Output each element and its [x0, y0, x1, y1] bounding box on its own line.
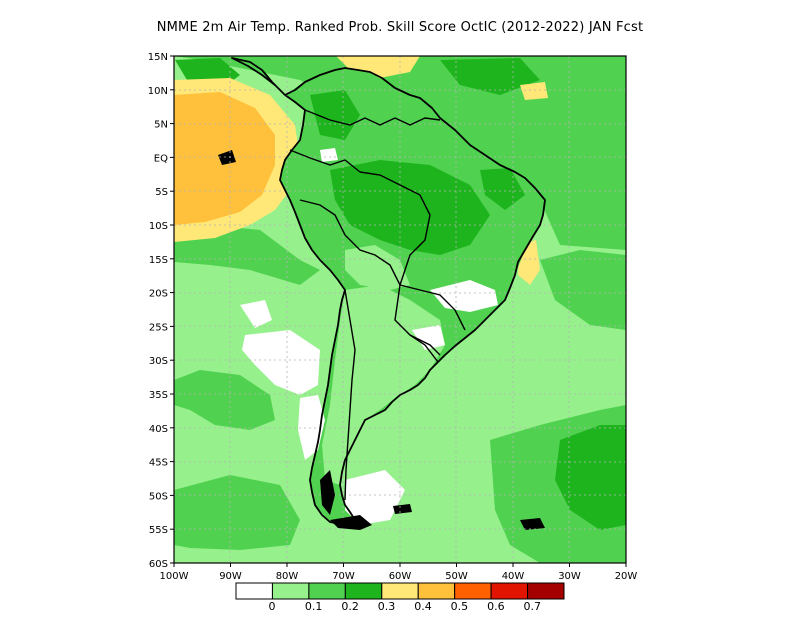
lat-tick-label: 45S: [149, 458, 168, 469]
white-patch-patagonia: [345, 470, 405, 525]
lat-tick-label: 15N: [148, 52, 168, 63]
colorbar-label: 0.4: [414, 600, 432, 613]
longitude-axis: 100W 90W 80W 70W 60W 50W 40W 30W 20W: [160, 563, 638, 582]
country-borders: [289, 109, 466, 501]
chile-fjords: [320, 470, 335, 515]
south-georgia-speck: [520, 518, 545, 530]
white-patch-paraguay: [430, 280, 498, 312]
lat-tick-label: 30S: [149, 356, 168, 367]
lat-tick-label: 50S: [149, 491, 168, 502]
colorbar-label: 0.1: [304, 600, 323, 613]
lon-tick-label: 100W: [160, 571, 189, 582]
colorbar-swatch: [417, 582, 456, 600]
lon-tick-label: 30W: [558, 571, 581, 582]
ocean-medium-atlantic-east: [540, 250, 626, 330]
colorbar-swatch: [490, 582, 529, 600]
white-patch-uruguay: [412, 325, 445, 350]
ocean-medium-pacific-subtropic: [174, 225, 320, 285]
colorbar-label: 0.7: [523, 600, 542, 613]
colorbar-label: 0: [268, 600, 276, 613]
bolivia-light-region: [345, 245, 410, 290]
white-patch-pacific-small: [240, 300, 272, 328]
northeast-brazil-dark-region: [480, 168, 525, 210]
south-america-coastline: [231, 57, 546, 526]
lon-tick-label: 80W: [276, 571, 299, 582]
lon-tick-label: 60W: [389, 571, 412, 582]
lat-tick-label: 35S: [149, 390, 168, 401]
lon-tick-label: 20W: [615, 571, 638, 582]
lat-tick-label: 10S: [149, 221, 168, 232]
colorbar-label: 0.5: [450, 600, 469, 613]
falklands-islands: [393, 504, 412, 514]
ocean-medium-southeast-pacific: [174, 370, 275, 430]
lon-tick-label: 90W: [219, 571, 242, 582]
lat-tick-label: 15S: [149, 255, 168, 266]
colorbar-label: 0.3: [377, 600, 396, 613]
colorbar-swatch: [271, 582, 310, 600]
lat-tick-label: 55S: [149, 525, 168, 536]
lat-tick-label: 60S: [149, 559, 168, 570]
colorbar-swatch: [381, 582, 419, 600]
latitude-axis: 15N 10N 5N EQ 5S 10S 15S 20S 25S 30S 35S 40S 45S 50S 5…: [148, 52, 174, 570]
lat-tick-label: EQ: [154, 153, 168, 164]
ocean-dark-caribbean: [440, 58, 540, 95]
tierra-del-fuego: [330, 515, 372, 530]
colorbar-swatch: [527, 582, 565, 600]
lat-tick-label: 25S: [149, 322, 168, 333]
ocean-dark-south-atlantic: [555, 425, 626, 530]
map-title: NMME 2m Air Temp. Ranked Prob. Skill Sco…: [156, 20, 644, 35]
colorbar-swatch: [308, 582, 346, 600]
white-patch-chile-offshore: [242, 330, 320, 395]
colorbar-label: 0.6: [487, 600, 505, 613]
lon-tick-label: 40W: [502, 571, 525, 582]
caribbean-yellow-region: [336, 56, 420, 78]
galapagos-islands: [218, 150, 236, 165]
map-gridlines: [174, 56, 626, 563]
colorbar: [235, 582, 565, 600]
lat-tick-label: 5S: [155, 187, 168, 198]
colombia-dark-region: [310, 90, 360, 140]
ocean-medium-southwest: [174, 475, 300, 550]
white-patch-ecuador: [320, 148, 338, 162]
colorbar-swatch: [344, 582, 383, 600]
colorbar-swatch: [454, 582, 492, 600]
lon-tick-label: 70W: [332, 571, 355, 582]
colorbar-swatch: [235, 582, 273, 600]
lat-tick-label: 5N: [154, 120, 168, 131]
ocean-medium-north: [174, 56, 626, 250]
lat-tick-label: 20S: [149, 289, 168, 300]
amazon-dark-region: [330, 160, 490, 255]
lon-tick-label: 50W: [445, 571, 468, 582]
colorbar-label: 0.2: [341, 600, 359, 613]
atlantic-yellow-patch: [520, 82, 548, 100]
lat-tick-label: 40S: [149, 424, 168, 435]
lat-tick-label: 10N: [148, 86, 168, 97]
map-field: [174, 56, 626, 563]
